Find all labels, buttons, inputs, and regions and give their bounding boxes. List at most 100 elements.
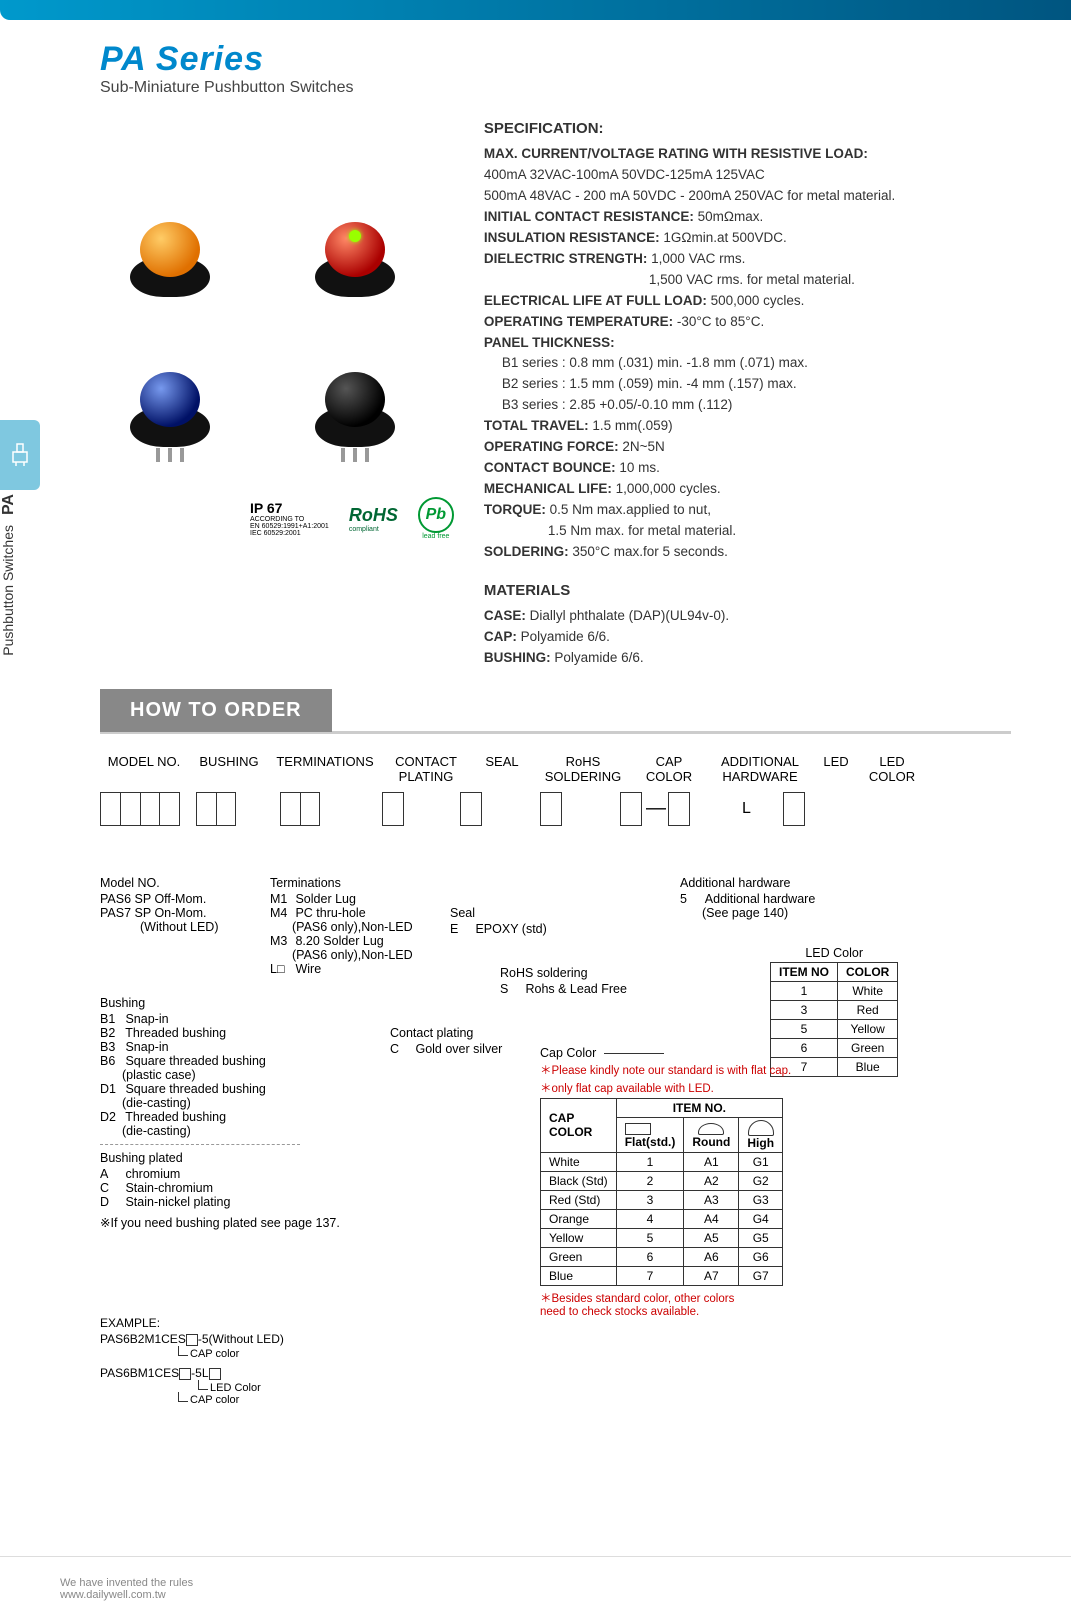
materials-value: Diallyl phthalate (DAP)(UL94v-0). xyxy=(530,608,730,623)
block-title: Model NO. xyxy=(100,876,219,890)
table-row: 1White xyxy=(771,981,898,1000)
option-item: B3 Snap-in xyxy=(100,1040,340,1054)
terminations-block: Terminations M1 Solder LugM4 PC thru-hol… xyxy=(270,876,413,976)
spec-value: B3 series : 2.85 +0.05/-0.10 mm (.112) xyxy=(484,395,1011,416)
table-row: Blue7A7G7 xyxy=(541,1266,783,1285)
option-item: PAS7 SP On-Mom. xyxy=(100,906,219,920)
spec-value: 350°C max.for 5 seconds. xyxy=(572,544,727,559)
pb-sub: lead free xyxy=(418,533,454,540)
example-code: PAS6B2M1CES xyxy=(100,1332,186,1346)
spec-value: B1 series : 0.8 mm (.031) min. -1.8 mm (… xyxy=(484,353,1011,374)
option-item: E EPOXY (std) xyxy=(450,922,547,936)
example-code: PAS6BM1CES xyxy=(100,1366,179,1380)
spec-title: SPECIFICATION: xyxy=(484,117,1011,140)
materials-title: MATERIALS xyxy=(484,579,1011,602)
cap-shape-high: High xyxy=(739,1117,783,1152)
spec-label: ELECTRICAL LIFE AT FULL LOAD: xyxy=(484,293,707,308)
option-item: B2 Threaded bushing xyxy=(100,1026,340,1040)
block-title: Contact plating xyxy=(390,1026,502,1040)
option-item: L□ Wire xyxy=(270,962,413,976)
spec-value: -30°C to 85°C. xyxy=(677,314,764,329)
how-to-order-tab: HOW TO ORDER xyxy=(100,689,332,732)
block-title: Additional hardware xyxy=(680,876,815,890)
additional-hardware-block: Additional hardware 5 Additional hardwar… xyxy=(680,876,815,920)
order-box-seal xyxy=(460,792,482,826)
order-box-hardware xyxy=(668,792,690,826)
example-code: -5L xyxy=(191,1366,208,1380)
model-note: (Without LED) xyxy=(100,920,219,934)
cap-shape-flat: Flat(std.) xyxy=(616,1117,684,1152)
table-row: Red (Std)3A3G3 xyxy=(541,1190,783,1209)
spec-label: INSULATION RESISTANCE: xyxy=(484,230,660,245)
table-row: Green6A6G6 xyxy=(541,1247,783,1266)
table-row: 3Red xyxy=(771,1000,898,1019)
example-line: PAS6B2M1CES-5(Without LED) xyxy=(100,1332,284,1346)
example-sub: CAP color xyxy=(100,1394,284,1406)
example-line: PAS6BM1CES -5L xyxy=(100,1366,284,1380)
example-block: EXAMPLE: PAS6B2M1CES-5(Without LED) CAP … xyxy=(100,1316,284,1406)
spec-value: 500mA 48VAC - 200 mA 50VDC - 200mA 250VA… xyxy=(484,186,1011,207)
cap-shape-round: Round xyxy=(684,1117,739,1152)
ip67-sub: ACCORDING TO EN 60529:1991+A1:2001 IEC 6… xyxy=(250,516,329,537)
block-title: Seal xyxy=(450,906,547,920)
order-header: CAP COLOR xyxy=(634,754,704,784)
spec-value: 1.5 Nm max. for metal material. xyxy=(484,521,1011,542)
option-item: B6 Square threaded bushing(plastic case) xyxy=(100,1054,340,1082)
led-table-header: ITEM NO xyxy=(771,962,838,981)
spec-label: OPERATING TEMPERATURE: xyxy=(484,314,673,329)
order-header: BUSHING xyxy=(194,754,264,784)
spec-value: 1GΩmin.at 500VDC. xyxy=(663,230,786,245)
table-row: Yellow5A5G5 xyxy=(541,1228,783,1247)
order-header: MODEL NO. xyxy=(100,754,188,784)
materials-label: BUSHING: xyxy=(484,650,551,665)
product-image xyxy=(285,197,425,317)
footer-line: www.dailywell.com.tw xyxy=(60,1589,1011,1601)
order-box-bushing xyxy=(196,792,236,826)
table-row: Black (Std)2A2G2 xyxy=(541,1171,783,1190)
ip67-badge: IP 67 ACCORDING TO EN 60529:1991+A1:2001… xyxy=(250,500,329,537)
option-item: D2 Threaded bushing(die-casting) xyxy=(100,1110,340,1138)
order-box-model xyxy=(100,792,180,826)
ip67-label: IP 67 xyxy=(250,500,282,516)
order-box-ledcolor xyxy=(783,792,805,826)
order-header: LED xyxy=(816,754,856,784)
option-item: 5 Additional hardware(See page 140) xyxy=(680,892,815,920)
how-to-order-section: HOW TO ORDER MODEL NO. BUSHING TERMINATI… xyxy=(100,689,1011,1496)
product-image xyxy=(100,347,240,467)
cap-note: ＊Besides standard color, other colors ne… xyxy=(540,1293,734,1318)
option-item: B1 Snap-in xyxy=(100,1012,340,1026)
top-accent-bar xyxy=(0,0,1071,20)
cap-color-block: Cap Color ＊Please kindly note our standa… xyxy=(540,1046,791,1320)
block-title: RoHS soldering xyxy=(500,966,627,980)
spec-label: MAX. CURRENT/VOLTAGE RATING WITH RESISTI… xyxy=(484,146,868,161)
spec-label: TOTAL TRAVEL: xyxy=(484,418,589,433)
spec-label: TORQUE: xyxy=(484,502,546,517)
spec-value: 1,000 VAC rms. xyxy=(651,251,745,266)
option-item: M4 PC thru-hole(PAS6 only),Non-LED xyxy=(270,906,413,934)
specification-column: SPECIFICATION: MAX. CURRENT/VOLTAGE RATI… xyxy=(484,117,1011,669)
compliance-row: IP 67 ACCORDING TO EN 60529:1991+A1:2001… xyxy=(250,497,454,540)
option-item: A chromium xyxy=(100,1167,340,1181)
spec-value: 1.5 mm(.059) xyxy=(592,418,672,433)
order-led-l: L xyxy=(738,800,755,818)
bushing-block: Bushing B1 Snap-inB2 Threaded bushingB3 … xyxy=(100,996,340,1230)
leadfree-badge: Pb lead free xyxy=(418,497,454,540)
option-item: M1 Solder Lug xyxy=(270,892,413,906)
product-image xyxy=(100,197,240,317)
cap-shape-label: Round xyxy=(692,1135,730,1149)
materials-value: Polyamide 6/6. xyxy=(521,629,610,644)
option-item: C Stain-chromium xyxy=(100,1181,340,1195)
materials-label: CAP: xyxy=(484,629,517,644)
bushing-plated-note: ※If you need bushing plated see page 137… xyxy=(100,1215,340,1230)
order-box-capcolor xyxy=(620,792,642,826)
order-dash: — xyxy=(646,797,664,820)
footer-line: We have invented the rules xyxy=(60,1577,1011,1589)
spec-value: 50mΩmax. xyxy=(698,209,764,224)
cap-head-top: ITEM NO. xyxy=(616,1098,782,1117)
series-title: PA Series xyxy=(100,40,1011,79)
order-header: CONTACT PLATING xyxy=(386,754,466,784)
spec-value: B2 series : 1.5 mm (.059) min. -4 mm (.1… xyxy=(484,374,1011,395)
block-title: Terminations xyxy=(270,876,413,890)
spec-label: INITIAL CONTACT RESISTANCE: xyxy=(484,209,694,224)
order-box-plating xyxy=(382,792,404,826)
